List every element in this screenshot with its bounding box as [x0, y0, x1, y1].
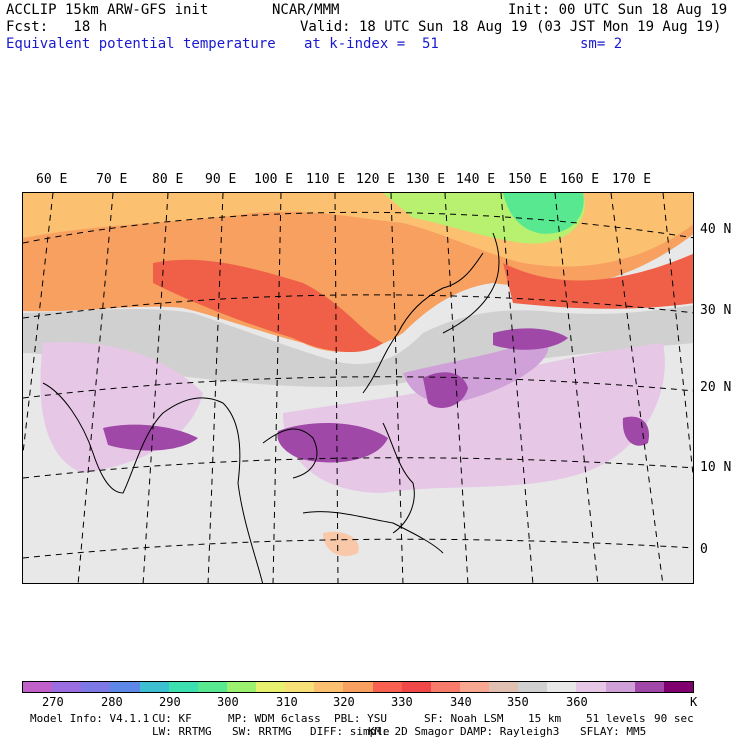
colorbar-swatch — [52, 682, 82, 692]
lat-label: 40 N — [700, 222, 732, 237]
colorbar-tick-label: 320 — [333, 695, 355, 709]
theta-e-map — [22, 192, 694, 584]
parallel-40 — [23, 211, 693, 244]
model-info-item: CU: KF — [152, 712, 192, 725]
colorbar-swatch — [547, 682, 577, 692]
lat-label: 10 N — [700, 460, 732, 475]
model-info-item: SF: Noah LSM — [424, 712, 504, 725]
lat-label: 20 N — [700, 380, 732, 395]
colorbar-swatch — [518, 682, 548, 692]
vietnam-coast — [262, 428, 318, 479]
borneo-coast — [302, 511, 444, 554]
model-info-item: 15 km — [528, 712, 562, 725]
colorbar — [22, 681, 694, 693]
colorbar-tick-label: 270 — [42, 695, 64, 709]
colorbar-swatch — [110, 682, 140, 692]
forecast-hour: Fcst: 18 h — [6, 19, 108, 35]
colorbar-swatch — [314, 682, 344, 692]
colorbar-swatch — [489, 682, 519, 692]
lat-label: 0 — [700, 542, 708, 557]
warm-patch-south — [323, 531, 359, 557]
transition-grey — [23, 305, 693, 388]
colorbar-swatch — [401, 682, 431, 692]
colorbar-swatch — [605, 682, 635, 692]
moist-region-west-pacific — [283, 343, 665, 493]
colorbar-swatch — [343, 682, 373, 692]
colorbar-tick-label: 330 — [391, 695, 413, 709]
lon-label: 160 E — [560, 172, 600, 187]
colorbar-swatch — [168, 682, 198, 692]
colorbar-swatch — [634, 682, 664, 692]
lon-label: 120 E — [356, 172, 396, 187]
japan-coast — [442, 232, 500, 334]
colorbar-swatch — [663, 682, 693, 692]
colorbar-swatch — [197, 682, 227, 692]
lat-label: 30 N — [700, 303, 732, 318]
model-info-item: DAMP: Rayleigh3 — [460, 725, 560, 738]
red-region-china — [153, 259, 383, 353]
model-info-item: MP: WDM 6class — [228, 712, 321, 725]
colorbar-swatch — [285, 682, 315, 692]
red-region-pacific — [503, 253, 693, 309]
lon-label: 60 E — [36, 172, 68, 187]
model-info-item: SFLAY: MM5 — [580, 725, 647, 738]
colorbar-units: K — [690, 695, 698, 709]
colorbar-tick-label: 280 — [101, 695, 123, 709]
colorbar-tick-label: 360 — [566, 695, 588, 709]
colorbar-swatch — [81, 682, 111, 692]
colorbar-swatch — [23, 682, 53, 692]
lon-label: 140 E — [456, 172, 496, 187]
colorbar-tick-label: 340 — [450, 695, 472, 709]
lon-label: 130 E — [406, 172, 446, 187]
model-info-item: LW: RRTMG — [152, 725, 212, 738]
lon-label: 70 E — [96, 172, 128, 187]
smoothing-label: sm= 2 — [580, 36, 623, 52]
china-coast — [362, 252, 484, 394]
institution-label: NCAR/MMM — [272, 2, 340, 18]
core-philippine-sea — [423, 372, 468, 408]
colorbar-swatch — [430, 682, 460, 692]
lon-label: 100 E — [254, 172, 294, 187]
lon-label: 170 E — [612, 172, 652, 187]
lon-label: 110 E — [306, 172, 346, 187]
colorbar-swatch — [576, 682, 606, 692]
level-label: at k-index = 51 — [304, 36, 439, 52]
colorbar-swatch — [459, 682, 489, 692]
colorbar-tick-label: 350 — [507, 695, 529, 709]
philippines-coast — [382, 422, 415, 534]
graticule — [23, 193, 693, 583]
colorbar-tick-label: 290 — [159, 695, 181, 709]
model-title: ACCLIP 15km ARW-GFS init — [6, 2, 209, 18]
core-pacific-east — [622, 416, 649, 446]
model-info-item: PBL: YSU — [334, 712, 387, 725]
model-info-item: DIFF: simple — [310, 725, 390, 738]
colorbar-swatch — [226, 682, 256, 692]
colorbar-tick-label: 310 — [276, 695, 298, 709]
core-pacific-north — [493, 328, 568, 350]
init-time: Init: 00 UTC Sun 18 Aug 19 — [508, 2, 728, 18]
parallel-10 — [23, 457, 693, 479]
cold-core-north — [503, 193, 584, 234]
core-bay-of-bengal — [103, 424, 198, 451]
model-info-item: 51 levels — [586, 712, 646, 725]
colorbar-swatch — [372, 682, 402, 692]
indochina-coast — [222, 402, 264, 583]
core-south-china-sea — [277, 422, 388, 463]
model-info-item: KM: 2D Smagor — [368, 725, 455, 738]
parallel-0 — [23, 538, 693, 559]
colorbar-tick-label: 300 — [217, 695, 239, 709]
map-canvas — [23, 193, 693, 583]
lon-label: 80 E — [152, 172, 184, 187]
colorbar-swatch — [256, 682, 286, 692]
model-info-item: SW: RRTMG — [232, 725, 292, 738]
model-info-item: Model Info: V4.1.1 — [30, 712, 150, 725]
field-name: Equivalent potential temperature — [6, 36, 276, 52]
valid-time: Valid: 18 UTC Sun 18 Aug 19 (03 JST Mon … — [300, 19, 722, 35]
colorbar-swatch — [139, 682, 169, 692]
lon-label: 150 E — [508, 172, 548, 187]
india-coast — [42, 382, 224, 494]
model-info-item: 90 sec — [654, 712, 694, 725]
lon-label: 90 E — [205, 172, 237, 187]
coastlines — [42, 232, 500, 583]
